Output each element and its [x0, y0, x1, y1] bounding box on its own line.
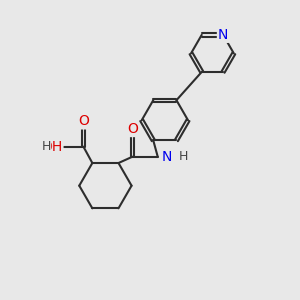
Text: O: O [78, 114, 89, 128]
Text: H: H [179, 150, 188, 163]
Text: OH: OH [41, 140, 63, 154]
Text: O: O [127, 122, 138, 136]
Text: H: H [41, 140, 51, 153]
Text: N: N [218, 28, 228, 42]
Text: N: N [162, 150, 172, 164]
